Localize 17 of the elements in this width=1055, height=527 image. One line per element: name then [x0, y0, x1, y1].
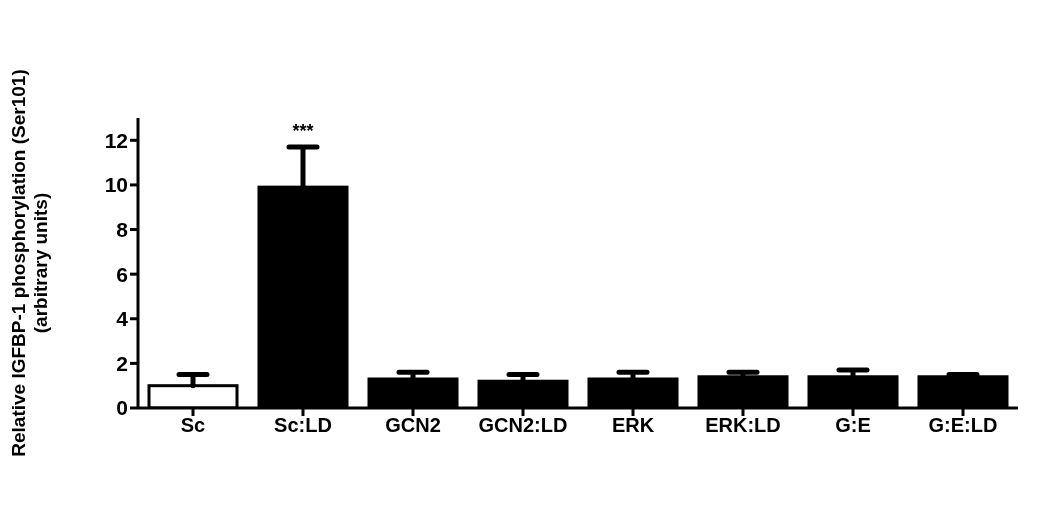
y-axis-title: Relative IGFBP-1 phosphorylation (Ser101) (arbitrary units) [8, 69, 51, 457]
y-tick-label: 4 [116, 307, 129, 331]
x-tick-label: GCN2 [385, 414, 441, 437]
x-tick-label: Sc [180, 414, 206, 437]
x-tick-label: Sc:LD [274, 414, 332, 437]
x-tick-label: ERK:LD [705, 414, 781, 437]
x-tick-label: ERK [611, 414, 655, 437]
x-tick-label: G:E [835, 414, 871, 437]
y-tick-label: 8 [116, 217, 129, 241]
annotation: *** [292, 121, 314, 141]
x-tick-label: G:E:LD [928, 414, 998, 437]
y-tick-label: 10 [104, 173, 128, 197]
x-tick-label: GCN2:LD [478, 414, 568, 437]
y-tick-label: 6 [116, 262, 128, 286]
y-tick-label: 12 [104, 128, 128, 152]
y-tick-label: 2 [116, 351, 128, 375]
y-tick-label: 0 [116, 396, 128, 420]
